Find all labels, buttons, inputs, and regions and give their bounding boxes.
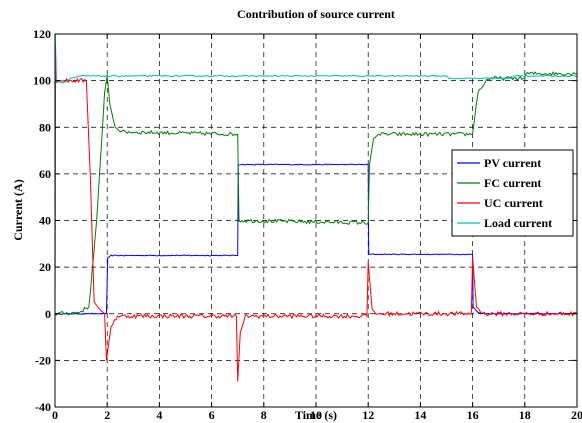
series-line-fc-current — [55, 71, 577, 316]
x-tick-label: 12 — [362, 408, 374, 422]
y-tick-label: 20 — [39, 260, 51, 274]
x-tick-label: 18 — [519, 408, 531, 422]
y-axis-label: Current (A) — [11, 179, 25, 240]
y-tick-label: 120 — [33, 27, 51, 41]
x-tick-label: 4 — [156, 408, 162, 422]
y-tick-label: 80 — [39, 120, 51, 134]
y-tick-label: -20 — [35, 353, 51, 367]
y-tick-label: 0 — [45, 307, 51, 321]
series-line-uc-current — [55, 45, 577, 382]
legend-label: UC current — [484, 196, 543, 210]
x-tick-label: 6 — [209, 408, 215, 422]
y-tick-label: 40 — [39, 214, 51, 228]
legend: PV current FC current UC current Load curre… — [451, 149, 574, 237]
legend-label: PV current — [484, 156, 541, 170]
legend-box — [451, 149, 574, 237]
legend-label: FC current — [484, 176, 541, 190]
x-tick-label: 20 — [571, 408, 582, 422]
legend-label: Load current — [484, 216, 552, 230]
x-tick-label: 16 — [467, 408, 479, 422]
y-tick-label: 100 — [33, 74, 51, 88]
chart-title: Contribution of source current — [237, 7, 395, 21]
x-tick-label: 8 — [261, 408, 267, 422]
series-line-load-current — [55, 34, 577, 314]
x-tick-label: 2 — [104, 408, 110, 422]
x-axis-label: Time (s) — [295, 408, 337, 422]
x-tick-label: 0 — [52, 408, 58, 422]
x-tick-label: 14 — [414, 408, 426, 422]
y-tick-label: -40 — [35, 400, 51, 414]
x-tick-label: 10 — [310, 408, 322, 422]
y-tick-label: 60 — [39, 167, 51, 181]
